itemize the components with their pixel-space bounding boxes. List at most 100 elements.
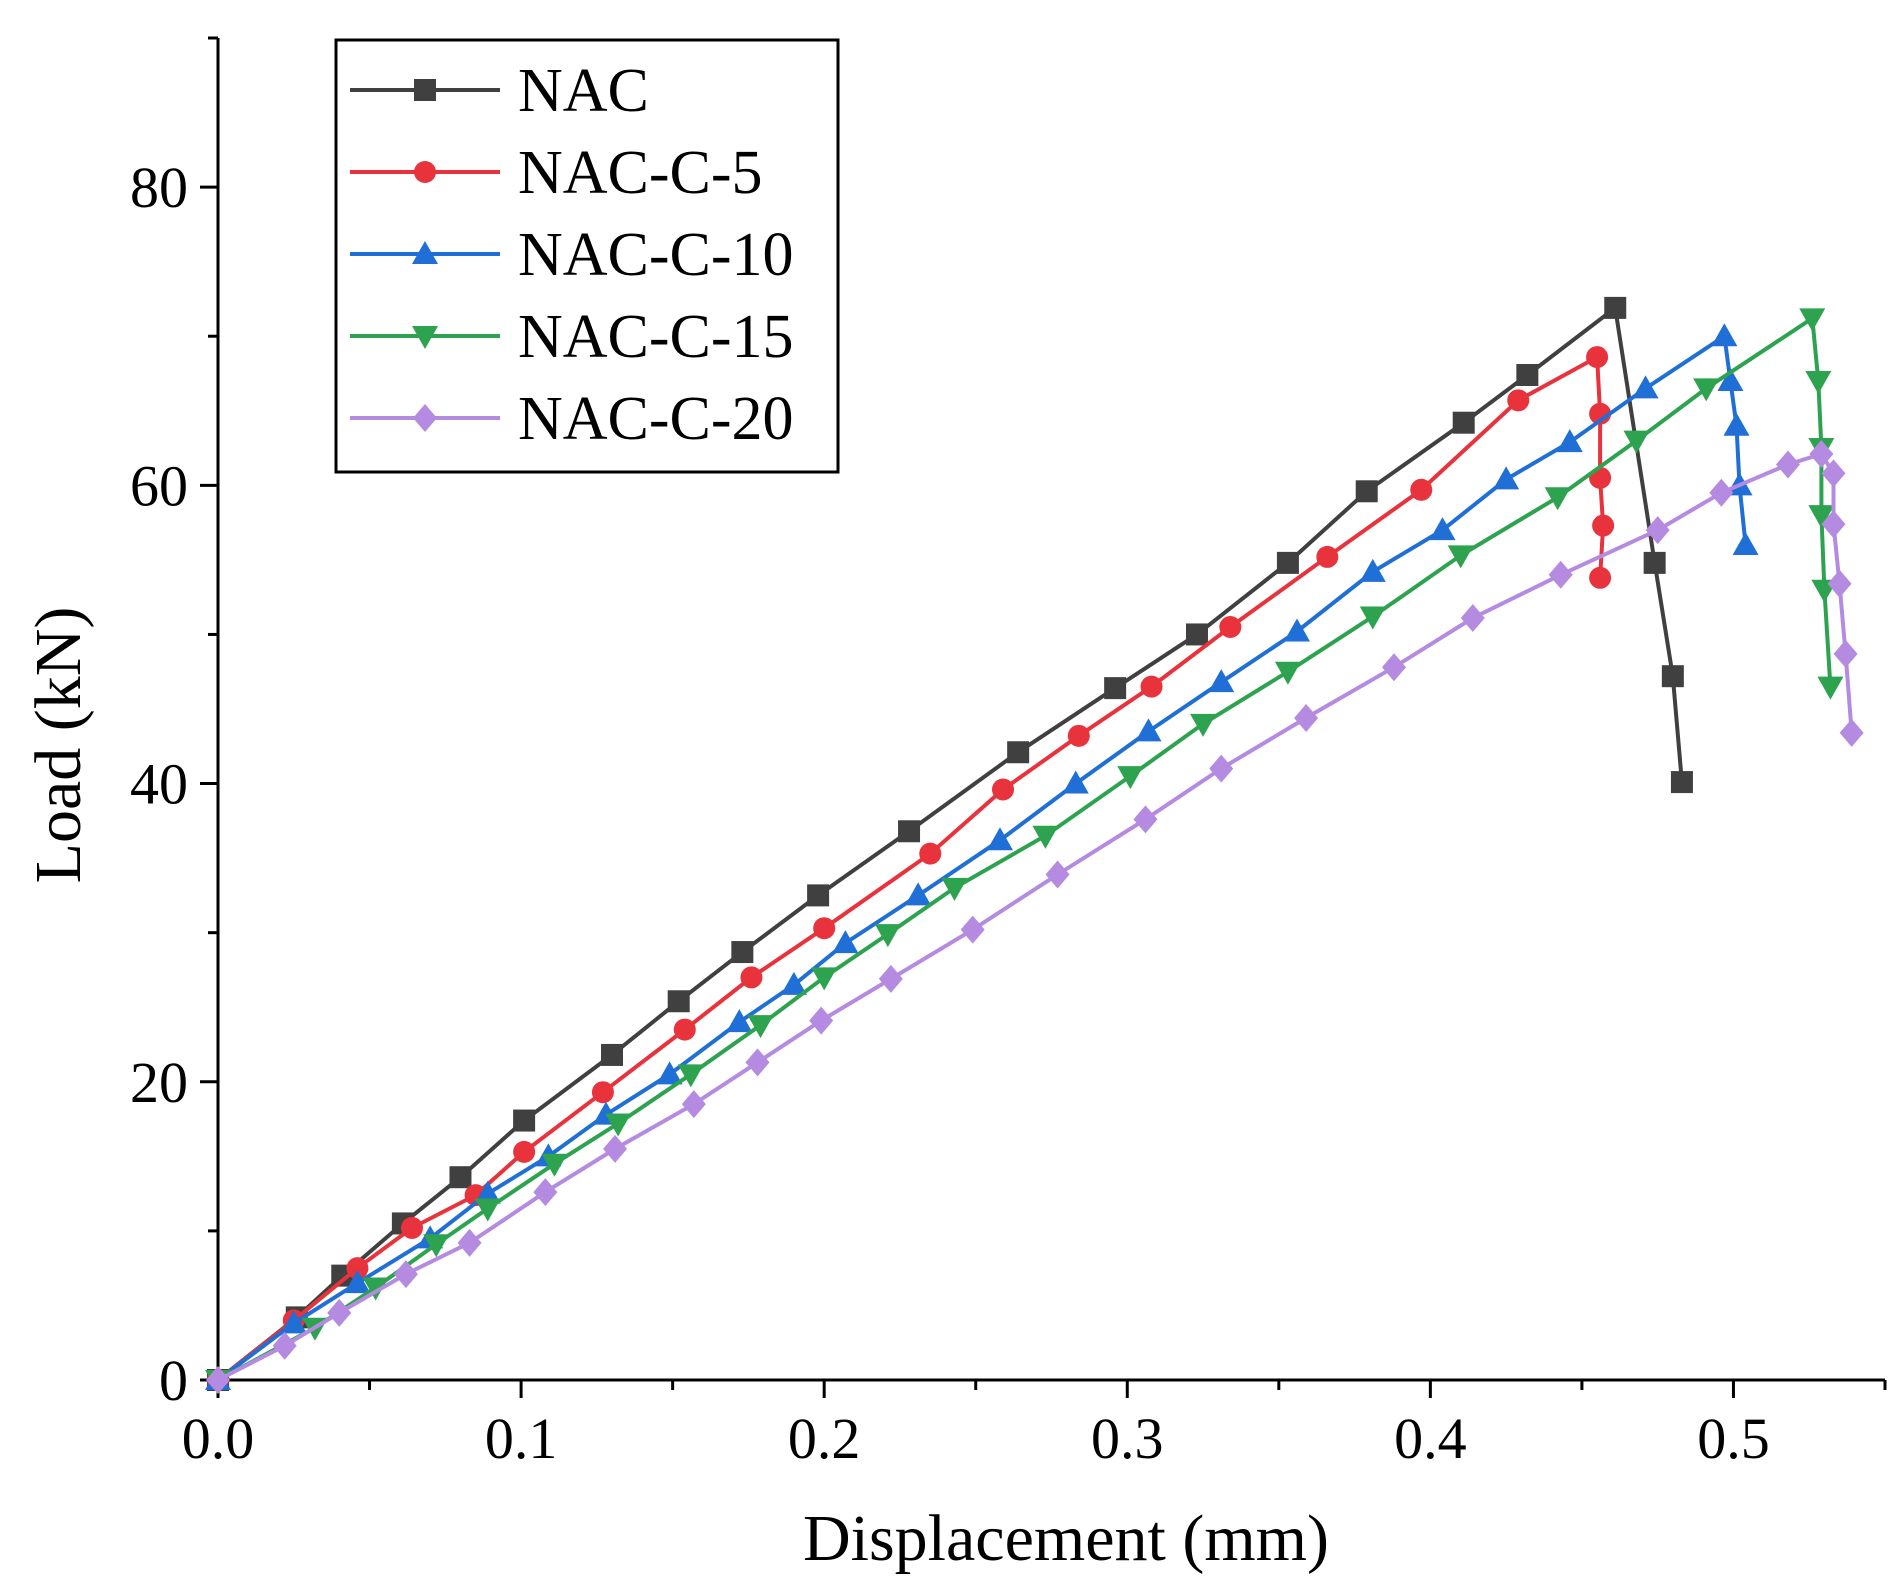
- data-point: [1276, 551, 1299, 574]
- data-point: [1316, 545, 1339, 568]
- y-tick-label: 60: [130, 453, 188, 518]
- data-point: [1516, 363, 1539, 386]
- legend-swatch-marker: [414, 161, 436, 183]
- data-point: [745, 1048, 770, 1077]
- data-point: [1661, 665, 1684, 688]
- data-point: [1592, 514, 1615, 537]
- data-point: [449, 1166, 472, 1189]
- data-point: [1140, 675, 1163, 698]
- data-point: [344, 1270, 371, 1294]
- y-tick-label: 0: [159, 1348, 188, 1413]
- data-point: [1717, 367, 1744, 391]
- data-point: [1711, 323, 1738, 347]
- data-point: [1643, 551, 1666, 574]
- data-point: [1833, 639, 1858, 668]
- data-point: [1135, 718, 1162, 742]
- legend-entry: NAC-C-20: [350, 385, 794, 453]
- data-point: [591, 1081, 614, 1104]
- data-point: [1604, 296, 1627, 319]
- data-point: [726, 1009, 753, 1033]
- series-line: [216, 304, 1684, 1382]
- data-point: [1586, 346, 1609, 369]
- data-point: [1670, 771, 1693, 794]
- y-tick-label: 80: [130, 155, 188, 220]
- data-point: [603, 1134, 628, 1163]
- series-line: [216, 353, 1606, 1382]
- legend-label: NAC-C-15: [518, 303, 794, 371]
- data-point: [474, 1198, 501, 1222]
- data-point: [1805, 370, 1832, 394]
- y-axis-title: Load (kN): [22, 607, 95, 884]
- data-point: [1062, 770, 1089, 794]
- legend-entry: NAC-C-10: [350, 221, 794, 289]
- data-point: [1544, 487, 1571, 511]
- data-point: [1209, 754, 1234, 783]
- legend-swatch-marker: [412, 326, 438, 349]
- data-point: [780, 971, 807, 995]
- data-point: [393, 1260, 418, 1289]
- data-point: [905, 882, 932, 906]
- data-point: [362, 1277, 389, 1301]
- legend-label: NAC: [518, 57, 649, 125]
- data-point: [1117, 766, 1144, 790]
- data-point: [960, 915, 985, 944]
- data-point: [1460, 604, 1485, 633]
- data-point: [457, 1228, 482, 1257]
- legend-label: NAC-C-10: [518, 221, 794, 289]
- x-tick-label: 0.2: [788, 1406, 861, 1471]
- data-point: [1827, 569, 1852, 598]
- data-point: [992, 778, 1015, 801]
- data-point: [1693, 378, 1720, 402]
- data-point: [1821, 459, 1846, 488]
- data-point: [1294, 703, 1319, 732]
- data-point: [673, 1018, 696, 1041]
- data-point: [919, 842, 942, 865]
- legend: NAC NAC-C-5 NAC-C-10 NAC-C-15 NAC-C-20: [334, 38, 840, 474]
- data-point: [1355, 480, 1378, 503]
- series-nac-c-20: [206, 440, 1864, 1394]
- data-point: [878, 964, 903, 993]
- data-point: [541, 1153, 568, 1177]
- x-tick-label: 0.3: [1091, 1406, 1164, 1471]
- data-point: [813, 917, 836, 940]
- data-point: [601, 1043, 624, 1066]
- legend-swatch-marker: [414, 79, 436, 101]
- x-tick-label: 0.4: [1394, 1406, 1467, 1471]
- legend-swatch-marker: [412, 241, 438, 264]
- x-tick-label: 0.5: [1697, 1406, 1770, 1471]
- data-point: [731, 941, 754, 964]
- data-point: [1067, 724, 1090, 747]
- data-point: [1359, 558, 1386, 582]
- data-point: [1359, 606, 1386, 630]
- data-point: [1007, 741, 1030, 764]
- data-point: [206, 1366, 230, 1394]
- data-point: [1045, 860, 1070, 889]
- data-point: [667, 990, 690, 1013]
- data-point: [1776, 450, 1801, 479]
- series-nac-c-10: [205, 323, 1759, 1390]
- data-point: [513, 1140, 536, 1163]
- data-point: [1623, 430, 1650, 454]
- data-point: [1104, 677, 1127, 700]
- data-point: [474, 1180, 501, 1204]
- series-nac-c-5: [207, 346, 1615, 1391]
- series-layer: [205, 296, 1864, 1394]
- legend-swatch-marker: [413, 404, 437, 432]
- data-point: [280, 1310, 307, 1334]
- data-point: [1809, 440, 1834, 469]
- y-tick-label: 20: [130, 1050, 188, 1115]
- x-axis-title: Displacement (mm): [803, 1502, 1329, 1575]
- x-tick-label: 0.0: [182, 1406, 255, 1471]
- data-point: [1821, 510, 1846, 539]
- data-point: [1799, 308, 1826, 332]
- data-point: [605, 1113, 632, 1137]
- data-point: [986, 827, 1013, 851]
- legend-entry: NAC-C-15: [350, 303, 794, 371]
- data-point: [1709, 478, 1734, 507]
- data-point: [1723, 412, 1750, 436]
- data-point: [656, 1061, 683, 1085]
- data-point: [809, 1006, 834, 1035]
- axes: 0.0 0.1 0.2 0.3 0.4 0.5 0 20 40 60 80: [130, 36, 1887, 1471]
- series-line: [216, 332, 1748, 1382]
